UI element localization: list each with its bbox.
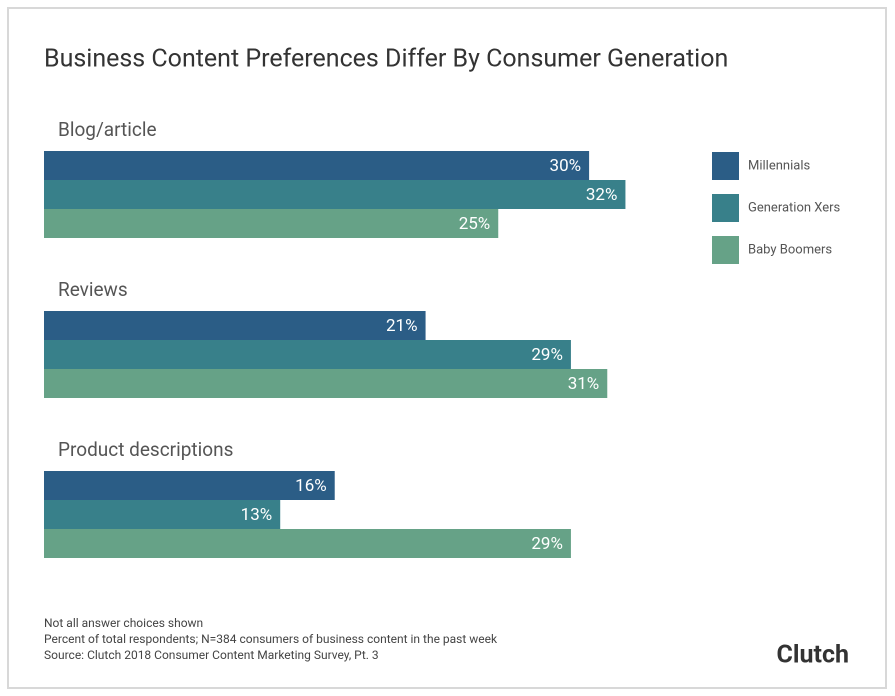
bar [44,311,426,340]
bar [44,529,571,558]
value-label: 25% [459,214,491,234]
value-label: 32% [586,185,618,205]
bar [44,369,608,398]
bar [44,209,499,238]
note: Source: Clutch 2018 Consumer Content Mar… [44,648,379,662]
category-label: Product descriptions [58,438,233,461]
value-label: 13% [241,505,273,525]
legend-swatch [712,194,739,222]
note: Percent of total respondents; N=384 cons… [44,632,498,646]
bar [44,340,571,369]
bar [44,151,590,180]
legend-swatch [712,152,739,180]
value-label: 21% [386,316,418,336]
note: Not all answer choices shown [44,616,203,630]
category-label: Blog/article [58,118,157,141]
bar [44,500,281,529]
legend-swatch [712,236,739,264]
category-label: Reviews [58,278,128,301]
value-label: 30% [550,156,582,176]
bar [44,180,626,209]
legend-label: Generation Xers [748,200,841,215]
value-label: 16% [295,476,327,496]
bar [44,471,335,500]
logo: Clutch [777,641,849,670]
value-label: 31% [568,374,600,394]
legend-label: Baby Boomers [748,242,832,257]
value-label: 29% [531,345,563,365]
value-label: 29% [531,534,563,554]
chart-title: Business Content Preferences Differ By C… [44,45,728,74]
legend-label: Millennials [748,158,810,173]
